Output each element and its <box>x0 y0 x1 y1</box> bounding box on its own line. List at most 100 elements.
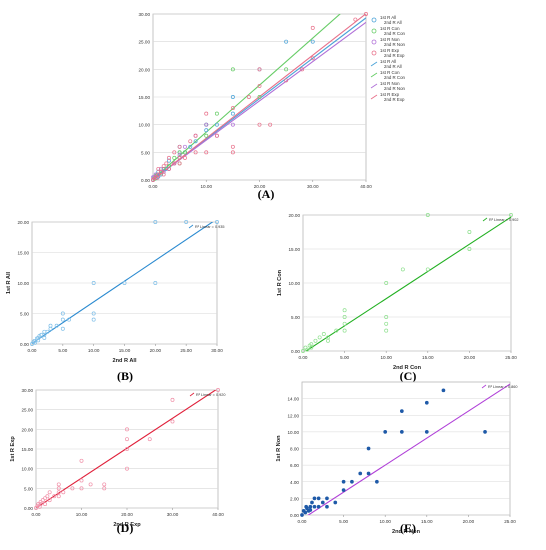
data-point <box>177 150 182 155</box>
data-point <box>312 504 317 509</box>
data-point <box>61 490 66 495</box>
data-point <box>333 500 338 505</box>
data-point <box>184 220 189 224</box>
data-point <box>308 508 313 512</box>
data-point <box>399 409 404 413</box>
data-point <box>43 502 48 507</box>
y-tick-label: 25.00 <box>22 408 34 413</box>
y-tick-label: 5.00 <box>24 486 33 491</box>
data-point <box>310 39 315 44</box>
data-point <box>42 335 47 340</box>
data-point <box>467 230 472 234</box>
data-point <box>35 504 40 508</box>
data-point <box>125 427 129 432</box>
data-point <box>316 504 321 509</box>
data-point <box>48 323 53 328</box>
y-tick-label: 2.00 <box>290 496 299 501</box>
y-tick-label: 12.00 <box>288 413 300 418</box>
legend-label: 2nd R All <box>384 20 402 25</box>
x-tick-label: 40.00 <box>360 184 372 189</box>
data-point <box>364 12 368 16</box>
data-point <box>483 430 487 434</box>
data-point <box>177 155 182 160</box>
y-tick-label: 0.00 <box>24 506 33 511</box>
data-point <box>33 340 38 345</box>
data-point <box>56 494 61 499</box>
data-point <box>310 56 315 61</box>
data-point <box>60 311 65 316</box>
data-point <box>125 466 129 471</box>
y-tick-label: 10.00 <box>139 123 151 128</box>
y-tick-label: 20.00 <box>22 427 34 432</box>
data-point <box>214 111 219 116</box>
data-point <box>52 494 57 499</box>
data-point <box>325 496 329 501</box>
data-point <box>204 122 209 127</box>
x-tick-label: 30.00 <box>167 512 179 517</box>
chart-panel-1: 0.00 5.00 10.00 15.00 20.00 25.00 30.00 0.00 10.… <box>139 12 406 201</box>
data-point <box>151 175 155 180</box>
data-point <box>230 150 235 155</box>
data-point <box>91 281 96 285</box>
data-point <box>156 166 161 171</box>
data-point <box>384 321 389 326</box>
fit-line <box>307 383 510 515</box>
x-tick-label: 30.00 <box>307 184 319 189</box>
data-point <box>284 39 289 44</box>
legend-line-marker <box>370 72 378 78</box>
data-point <box>375 479 379 484</box>
data-point <box>36 338 41 343</box>
y-tick-label: 5.00 <box>141 150 150 155</box>
legend-label: 1st R Exp <box>380 92 400 97</box>
x-tick-label: 40.00 <box>212 512 224 517</box>
data-point <box>309 345 314 350</box>
data-point <box>177 161 182 166</box>
data-point <box>122 281 127 285</box>
data-point <box>167 155 171 160</box>
data-point <box>79 458 84 463</box>
data-point <box>316 496 321 501</box>
legend-line-marker <box>370 83 378 89</box>
data-point <box>79 478 84 483</box>
data-point <box>305 506 309 511</box>
x-tick-label: 10.00 <box>88 348 100 353</box>
r2-label: R² Linear = 0.935 <box>195 225 224 229</box>
panel-caption: (A) <box>258 187 275 201</box>
x-tick-label: 20.00 <box>121 512 133 517</box>
x-tick-label: 25.00 <box>505 355 517 360</box>
data-point <box>43 496 48 501</box>
data-point <box>317 335 322 340</box>
legend-label: 1st R Exp <box>380 48 400 53</box>
y-axis-label: 1st R Exp <box>10 436 16 462</box>
data-point <box>188 144 193 149</box>
chart-panel-2: 0.00 5.00 10.00 15.00 20.00 0.00 5.00 10.00 15.0… <box>6 220 224 383</box>
data-point <box>170 397 175 402</box>
legend-label: 1st R Non <box>380 81 400 86</box>
data-point <box>400 267 405 272</box>
data-point <box>91 317 96 322</box>
x-tick-label: 20.00 <box>463 519 475 524</box>
r2-label: R² Linear = 0.902 <box>489 218 518 222</box>
data-point <box>56 482 61 487</box>
data-point <box>167 158 171 163</box>
data-point <box>342 315 347 319</box>
data-point <box>509 213 513 217</box>
data-point <box>177 153 182 158</box>
legend-label: 1st R All <box>380 15 396 20</box>
data-point <box>313 338 318 343</box>
y-tick-label: 15.00 <box>18 251 30 256</box>
data-point <box>312 496 317 501</box>
legend-label: 2nd R Non <box>384 86 406 91</box>
data-point <box>320 500 325 505</box>
fit-line <box>153 14 341 180</box>
data-point <box>230 106 235 111</box>
data-point <box>161 164 166 169</box>
chart-panel-3: 0.00 5.00 10.00 15.00 20.00 0.00 5.00 10.00 15.0… <box>277 213 518 383</box>
data-point <box>257 122 262 127</box>
legend-label: 2nd R Con <box>384 31 406 36</box>
y-tick-label: 0.00 <box>141 178 150 183</box>
x-tick-label: 25.00 <box>180 348 192 353</box>
y-tick-label: 15.00 <box>139 95 151 100</box>
